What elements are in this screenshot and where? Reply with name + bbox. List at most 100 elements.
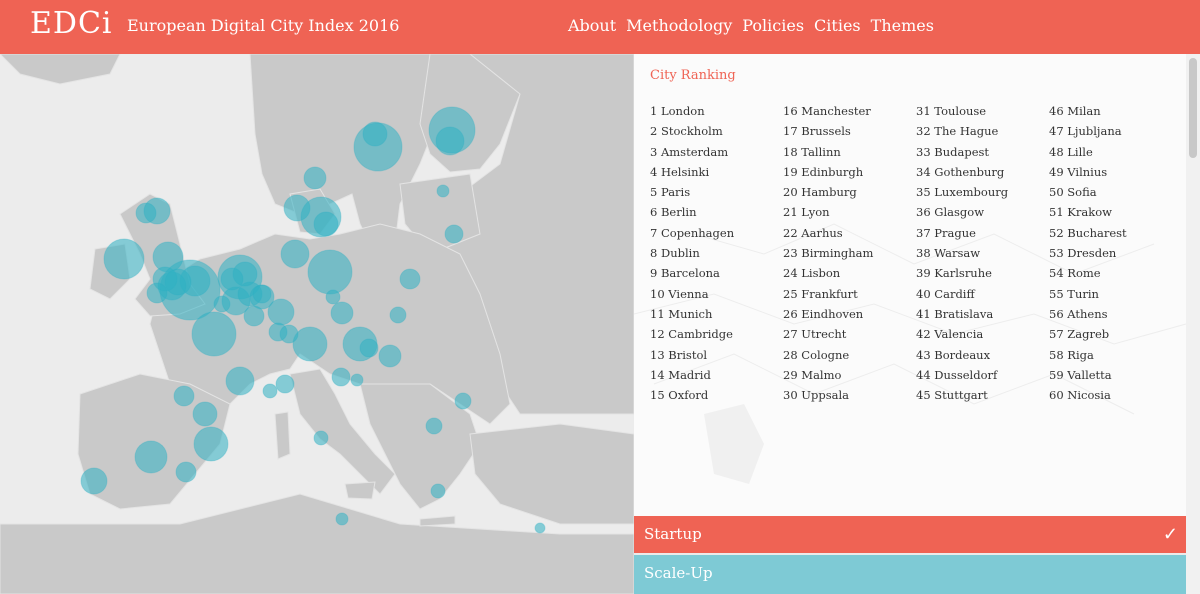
bubble-sofia[interactable] [425,417,443,435]
ranking-item[interactable]: 38 Warsaw [916,246,981,261]
theme-scale-up[interactable]: Scale-Up [634,555,1186,594]
bubble-hamburg[interactable] [280,239,310,269]
ranking-item[interactable]: 19 Edinburgh [783,164,864,179]
bubble-berlin[interactable] [307,249,353,295]
ranking-item[interactable]: 13 Bristol [650,347,708,362]
ranking-item[interactable]: 56 Athens [1049,306,1108,321]
ranking-item[interactable]: 29 Malmo [783,367,842,382]
bubble-barcelona[interactable] [193,426,229,462]
bubble-milan[interactable] [275,374,295,394]
ranking-item[interactable]: 24 Lisbon [783,266,841,281]
ranking-item[interactable]: 47 Ljubljana [1049,124,1122,139]
ranking-item[interactable]: 16 Manchester [783,104,871,118]
nav-themes[interactable]: Themes [870,16,934,35]
ranking-item[interactable]: 4 Helsinki [650,164,710,179]
ranking-item[interactable]: 59 Valletta [1049,367,1112,382]
bubble-glasgow[interactable] [135,202,157,224]
bubble-cardiff[interactable] [146,282,168,304]
ranking-item[interactable]: 40 Cardiff [916,286,975,301]
bubble-nicosia[interactable] [534,522,546,534]
ranking-item[interactable]: 49 Vilnius [1049,164,1108,179]
ranking-item[interactable]: 21 Lyon [783,205,830,220]
ranking-item[interactable]: 42 Valencia [916,327,984,342]
ranking-item[interactable]: 20 Hamburg [783,185,857,200]
ranking-item[interactable]: 43 Bordeaux [916,347,991,362]
ranking-item[interactable]: 27 Utrecht [783,327,847,342]
logo[interactable]: EDCi [30,6,113,41]
map-canvas[interactable] [0,54,634,594]
ranking-item[interactable]: 54 Rome [1049,266,1101,281]
ranking-item[interactable]: 23 Birmingham [783,246,874,261]
bubble-rome[interactable] [313,430,329,446]
bubble-zagreb[interactable] [350,373,364,387]
ranking-item[interactable]: 48 Lille [1049,144,1093,159]
bubble-athens[interactable] [430,483,446,499]
nav-about[interactable]: About [568,16,617,35]
ranking-item[interactable]: 5 Paris [650,185,691,200]
bubble-dusseldorf[interactable] [252,284,272,304]
nav-cities[interactable]: Cities [814,16,861,35]
bubble-the-hague[interactable] [220,267,244,291]
ranking-item[interactable]: 58 Riga [1049,347,1094,362]
nav-methodology[interactable]: Methodology [626,16,733,35]
city-bubbles[interactable] [80,106,546,534]
bubble-riga[interactable] [436,184,450,198]
bubble-tallinn[interactable] [435,126,465,156]
bubble-malmo[interactable] [313,211,339,237]
bubble-uppsala[interactable] [362,121,388,147]
ranking-item[interactable]: 37 Prague [916,225,976,240]
bubble-toulouse[interactable] [192,401,218,427]
ranking-item[interactable]: 1 London [650,104,705,118]
ranking-item[interactable]: 3 Amsterdam [650,144,729,159]
bubble-valencia[interactable] [175,461,197,483]
ranking-item[interactable]: 15 Oxford [650,388,709,403]
ranking-item[interactable]: 52 Bucharest [1049,225,1127,240]
ranking-item[interactable]: 31 Toulouse [916,104,987,118]
ranking-item[interactable]: 9 Barcelona [650,266,720,281]
bubble-krakow[interactable] [389,306,407,324]
ranking-item[interactable]: 35 Luxembourg [916,185,1009,200]
bubble-munich[interactable] [292,326,328,362]
ranking-item[interactable]: 6 Berlin [650,205,697,220]
bubble-dresden[interactable] [325,289,341,305]
ranking-item[interactable]: 57 Zagreb [1049,327,1110,342]
ranking-item[interactable]: 8 Dublin [650,246,700,261]
nav-policies[interactable]: Policies [742,16,805,35]
ranking-item[interactable]: 14 Madrid [650,367,711,382]
ranking-item[interactable]: 11 Munich [650,306,713,321]
bubble-ljubljana[interactable] [331,367,351,387]
ranking-item[interactable]: 60 Nicosia [1049,388,1111,403]
ranking-item[interactable]: 30 Uppsala [783,388,849,403]
bubble-luxembourg[interactable] [243,305,265,327]
bubble-madrid[interactable] [134,440,168,474]
ranking-item[interactable]: 50 Sofia [1049,185,1097,200]
ranking-item[interactable]: 28 Cologne [783,347,850,362]
ranking-item[interactable]: 41 Bratislava [916,306,994,321]
bubble-prague[interactable] [330,301,354,325]
ranking-item[interactable]: 46 Milan [1049,104,1101,118]
bubble-bordeaux[interactable] [173,385,195,407]
theme-startup[interactable]: Startup ✓ [634,516,1186,553]
bubble-lisbon[interactable] [80,467,108,495]
bubble-budapest[interactable] [378,344,402,368]
europe-map[interactable] [0,54,634,594]
ranking-item[interactable]: 36 Glasgow [916,205,985,220]
scrollbar-thumb[interactable] [1189,58,1197,158]
bubble-valletta[interactable] [335,512,349,526]
ranking-item[interactable]: 10 Vienna [650,286,709,301]
ranking-item[interactable]: 53 Dresden [1049,246,1117,261]
bubble-warsaw[interactable] [399,268,421,290]
bubble-paris[interactable] [191,311,237,357]
panel-scrollbar[interactable] [1186,54,1200,594]
ranking-item[interactable]: 25 Frankfurt [783,286,858,301]
bubble-turin[interactable] [262,383,278,399]
ranking-item[interactable]: 17 Brussels [783,124,851,139]
bubble-dublin[interactable] [103,238,145,280]
bubble-lille[interactable] [213,295,231,313]
ranking-item[interactable]: 55 Turin [1049,286,1099,301]
bubble-stuttgart[interactable] [279,324,299,344]
ranking-item[interactable]: 51 Krakow [1049,205,1112,220]
bubble-bucharest[interactable] [454,392,472,410]
ranking-item[interactable]: 39 Karlsruhe [916,266,992,281]
bubble-aarhus[interactable] [283,194,311,222]
